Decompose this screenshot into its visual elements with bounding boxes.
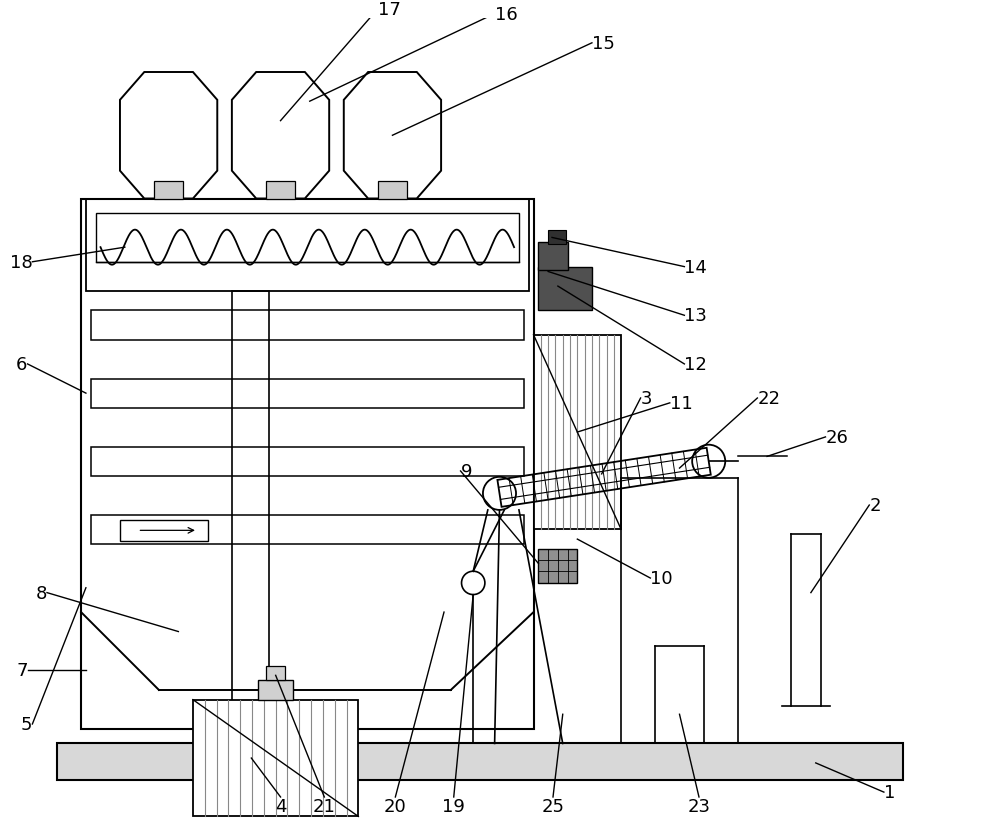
- Bar: [86, 199, 529, 292]
- Bar: [232, 292, 269, 719]
- Text: 6: 6: [16, 356, 28, 374]
- Text: 20: 20: [384, 797, 407, 815]
- Bar: [378, 182, 407, 199]
- Text: 13: 13: [684, 307, 707, 325]
- Text: 8: 8: [36, 584, 47, 602]
- Text: 22: 22: [757, 390, 780, 408]
- Text: 4: 4: [275, 797, 286, 815]
- Text: 9: 9: [461, 462, 472, 480]
- Text: 18: 18: [10, 253, 32, 271]
- Text: 26: 26: [825, 428, 848, 447]
- Bar: [96, 214, 519, 262]
- Text: 2: 2: [869, 496, 881, 514]
- Text: 19: 19: [442, 797, 465, 815]
- Bar: [91, 311, 524, 340]
- Bar: [538, 267, 592, 311]
- Bar: [266, 666, 285, 681]
- Bar: [534, 335, 621, 530]
- Text: 14: 14: [684, 258, 707, 276]
- Bar: [91, 447, 524, 476]
- Text: 12: 12: [684, 356, 707, 374]
- Text: 15: 15: [592, 35, 615, 53]
- Bar: [154, 182, 183, 199]
- Text: 23: 23: [687, 797, 710, 815]
- Text: 11: 11: [670, 394, 693, 413]
- Text: 5: 5: [21, 715, 32, 733]
- Bar: [120, 520, 208, 542]
- Bar: [548, 231, 566, 245]
- Text: 10: 10: [650, 569, 673, 587]
- Bar: [91, 515, 524, 544]
- Bar: [57, 743, 903, 781]
- Text: 17: 17: [378, 1, 401, 19]
- Bar: [538, 243, 568, 270]
- Bar: [91, 379, 524, 409]
- Bar: [193, 700, 358, 816]
- Bar: [258, 681, 293, 700]
- Text: 25: 25: [542, 797, 565, 815]
- Text: 16: 16: [495, 6, 517, 24]
- Text: 3: 3: [641, 390, 652, 408]
- Bar: [266, 182, 295, 199]
- Text: 21: 21: [313, 797, 336, 815]
- Text: 1: 1: [884, 783, 895, 801]
- Bar: [81, 199, 534, 729]
- Bar: [538, 549, 577, 583]
- Text: 7: 7: [16, 662, 28, 680]
